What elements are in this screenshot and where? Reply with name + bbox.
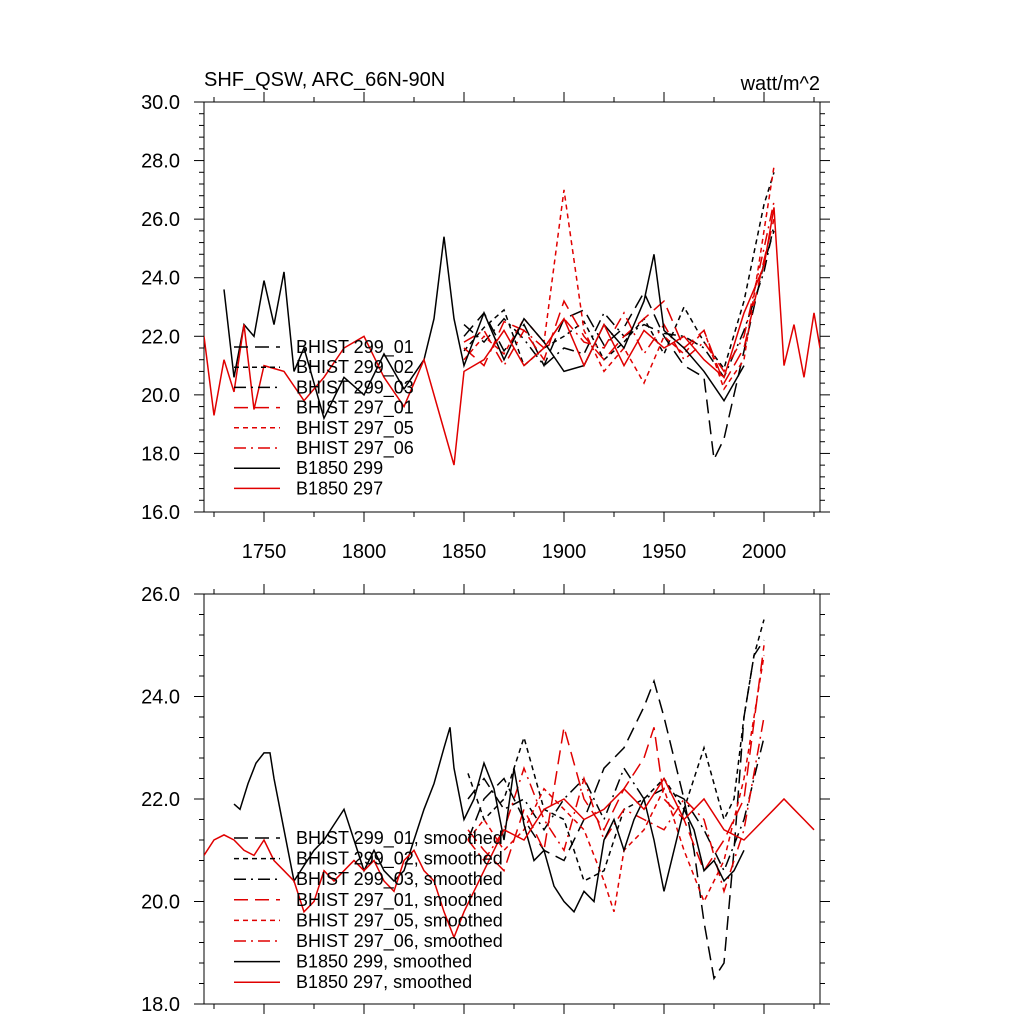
series-line-4 <box>463 166 775 391</box>
series-line-7 <box>204 776 815 940</box>
y-tick-label: 30.0 <box>141 92 180 114</box>
series-line-6 <box>223 236 745 421</box>
y-tick-label: 18.0 <box>141 443 180 465</box>
legend-label: BHIST 299_02, smoothed <box>296 849 503 870</box>
series-line-6 <box>233 727 745 914</box>
legend-label: B1850 299 <box>296 458 383 478</box>
x-tick-label: 1900 <box>542 541 587 563</box>
y-tick-label: 20.0 <box>141 385 180 407</box>
series-line-2 <box>467 737 765 873</box>
y-tick-label: 26.0 <box>141 584 180 606</box>
y-tick-label: 20.0 <box>141 892 180 914</box>
y-tick-label: 16.0 <box>141 502 180 524</box>
legend-label: B1850 299, smoothed <box>296 952 472 972</box>
series-line-0 <box>467 639 765 981</box>
y-tick-label: 22.0 <box>141 326 180 348</box>
legend-label: BHIST 297_01 <box>296 398 414 419</box>
y-tick-label: 24.0 <box>141 687 180 709</box>
series-line-5 <box>463 201 775 373</box>
x-tick-label: 1850 <box>442 541 487 563</box>
top-panel: 16.0 18.0 20.0 22.0 24.0 26.0 28.0 30.0 1750 1800… <box>141 69 830 563</box>
x-tick-label: 1800 <box>342 541 387 563</box>
bottom-panel: 18.0 20.0 22.0 24.0 26.0 BHIST 299_01, smooth… <box>141 584 830 1016</box>
series-line-3 <box>463 218 775 385</box>
legend-label: BHIST 299_03, smoothed <box>296 869 503 890</box>
x-tick-label: 2000 <box>742 541 787 563</box>
legend-label: BHIST 297_05, smoothed <box>296 910 503 931</box>
y-tick-label: 24.0 <box>141 268 180 290</box>
plot-frame <box>203 101 821 513</box>
x-tick-label: 1950 <box>642 541 687 563</box>
y-tick-label: 18.0 <box>141 994 180 1016</box>
legend-label: BHIST 299_01 <box>296 337 414 358</box>
units-label: watt/m^2 <box>740 73 820 95</box>
legend-label: BHIST 297_06 <box>296 438 414 459</box>
x-tick-label: 1750 <box>242 541 287 563</box>
legend-label: BHIST 299_02 <box>296 357 414 378</box>
legend-label: BHIST 299_01, smoothed <box>296 828 503 849</box>
series-line-1 <box>463 172 775 371</box>
legend-label: BHIST 297_05 <box>296 418 414 439</box>
y-tick-label: 26.0 <box>141 209 180 231</box>
legend-label: BHIST 297_01, smoothed <box>296 890 503 911</box>
y-tick-label: 28.0 <box>141 151 180 173</box>
y-tick-label: 22.0 <box>141 789 180 811</box>
legend-label: B1850 297 <box>296 478 383 498</box>
series-line-3 <box>467 645 765 873</box>
legend-label: BHIST 297_06, smoothed <box>296 931 503 952</box>
series-lines <box>204 619 815 981</box>
legend-label: BHIST 299_03 <box>296 377 414 398</box>
chart-title: SHF_QSW, ARC_66N-90N <box>204 69 445 91</box>
legend-label: B1850 297, smoothed <box>296 972 472 992</box>
